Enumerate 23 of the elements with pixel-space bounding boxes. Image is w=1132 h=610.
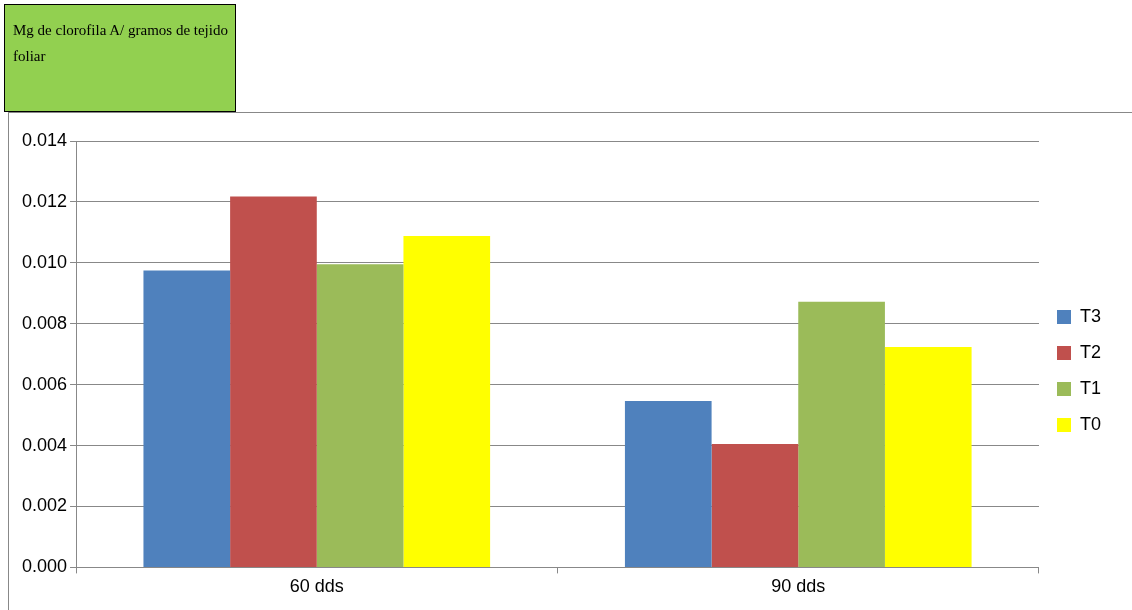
legend-label: T2 (1079, 341, 1102, 362)
bar (884, 346, 972, 567)
y-tick-label: 0.004 (22, 434, 68, 455)
legend-label: T3 (1079, 305, 1102, 326)
y-tick-label: 0.014 (22, 129, 68, 150)
bar (798, 301, 885, 567)
x-tick-label: 90 dds (771, 576, 826, 597)
y-tick-label: 0.012 (22, 190, 68, 211)
y-tick-label: 0.002 (22, 495, 68, 516)
bar (316, 264, 404, 567)
x-tick-label: 60 dds (289, 576, 344, 597)
y-tick-label: 0.008 (22, 312, 68, 333)
legend-label: T1 (1079, 377, 1102, 398)
bar (230, 196, 317, 567)
y-tick-label: 0.000 (22, 556, 68, 577)
bar (143, 270, 231, 567)
bar (624, 401, 712, 567)
legend-label: T0 (1079, 413, 1102, 434)
y-tick-label: 0.010 (22, 251, 68, 272)
bar (403, 236, 491, 567)
y-axis-title: Mg de clorofila A/ gramos de tejido foliar (4, 4, 236, 112)
bar (711, 444, 799, 567)
y-tick-label: 0.006 (22, 373, 68, 394)
